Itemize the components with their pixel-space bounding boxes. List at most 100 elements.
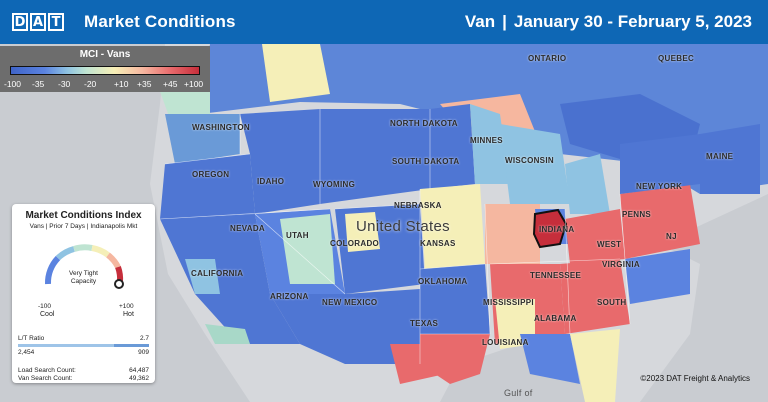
- card-stats: L/T Ratio 2.7 2,454 909 Load Search Coun…: [18, 335, 149, 383]
- status-line-2: Capacity: [70, 278, 97, 285]
- equipment-label: Van: [464, 12, 496, 31]
- lt-ratio-row: L/T Ratio 2.7: [18, 335, 149, 343]
- load-search-row: Load Search Count: 64,487: [18, 367, 149, 375]
- lt-ratio-bar-fill: [18, 344, 114, 347]
- label-oregon: OREGON: [192, 170, 230, 179]
- texas-south-region: [390, 344, 445, 384]
- legend-tick: +100: [184, 79, 204, 89]
- canada-yellow-region: [262, 44, 330, 102]
- lt-ratio-bar: [18, 344, 149, 347]
- gauge-marker: [114, 279, 124, 289]
- socal-region: [205, 324, 250, 344]
- status-line-1: Very Tight: [69, 270, 98, 277]
- market-conditions-index-card: Market Conditions Index Vans | Prior 7 D…: [12, 204, 155, 383]
- label-indiana: INDIANA: [539, 225, 575, 234]
- gauge-status: Very Tight Capacity: [12, 270, 155, 286]
- trucks-value: 2,454: [18, 349, 35, 356]
- alabama-region: [520, 334, 580, 384]
- virginia-region: [625, 249, 690, 304]
- label-alabama: ALABAMA: [534, 314, 577, 323]
- carolinas-region: [560, 259, 630, 334]
- iowa-missouri-region: [485, 204, 540, 264]
- new-york-region: [620, 134, 700, 194]
- market-conditions-map[interactable]: ONTARIO QUEBEC WASHINGTON NORTH DAKOTA S…: [0, 44, 768, 402]
- california-teal-region: [185, 259, 220, 294]
- label-united-states: United States: [356, 218, 450, 235]
- idaho-montana-region: [240, 109, 320, 214]
- label-texas: TEXAS: [410, 319, 439, 328]
- hot-label: Hot: [123, 311, 134, 318]
- label-nevada: NEVADA: [230, 224, 265, 233]
- michigan-region: [565, 154, 610, 214]
- legend-tick: -30: [58, 79, 71, 89]
- mci-gauge: [45, 244, 124, 289]
- label-colorado: COLORADO: [330, 239, 380, 248]
- lt-ratio-label: L/T Ratio: [18, 335, 45, 342]
- oregon-region: [160, 154, 255, 219]
- header-right: Van | January 30 - February 5, 2023: [465, 12, 752, 32]
- label-quebec: QUEBEC: [658, 54, 695, 63]
- new-england-region: [700, 124, 760, 194]
- label-south: SOUTH: [597, 298, 627, 307]
- load-search-label: Load Search Count:: [18, 367, 76, 374]
- label-utah: UTAH: [286, 231, 309, 240]
- logo-letter-t: T: [48, 13, 64, 31]
- state-borders: [159, 109, 631, 364]
- mci-legend: MCI - Vans -100 -35 -30 -20 +10 +35 +45 …: [0, 46, 210, 92]
- legend-tick: -35: [32, 79, 45, 89]
- map-canvas: [0, 44, 768, 402]
- oklahoma-region: [420, 264, 490, 334]
- arizona-region: [270, 294, 345, 364]
- label-washington: WASHINGTON: [192, 123, 250, 132]
- wisconsin-region: [500, 124, 570, 204]
- legend-tick: +10: [114, 79, 129, 89]
- label-new-mexico: NEW MEXICO: [322, 298, 378, 307]
- van-search-value: 49,362: [129, 375, 149, 382]
- label-nebraska: NEBRASKA: [394, 201, 442, 210]
- load-search-value: 64,487: [129, 367, 149, 374]
- colorado-yellow-region: [345, 212, 380, 252]
- utah-region: [280, 214, 335, 284]
- van-search-row: Van Search Count: 49,362: [18, 375, 149, 383]
- label-oklahoma: OKLAHOMA: [418, 277, 468, 286]
- pennsylvania-region: [620, 184, 700, 259]
- copyright-notice: ©2023 DAT Freight & Analytics: [640, 374, 750, 383]
- hot-value: +100: [119, 303, 134, 310]
- cool-label: Cool: [40, 311, 55, 318]
- label-tennessee: TENNESSEE: [530, 271, 582, 280]
- label-wisconsin: WISCONSIN: [505, 156, 554, 165]
- van-search-label: Van Search Count:: [18, 375, 73, 382]
- loads-value: 909: [138, 349, 149, 356]
- north-dakota-region: [430, 104, 475, 189]
- header-separator: |: [502, 12, 507, 31]
- logo-letter-a: A: [30, 13, 46, 31]
- legend-tick: -100: [4, 79, 22, 89]
- ohio-region: [565, 209, 625, 264]
- label-north-dakota: NORTH DAKOTA: [390, 119, 458, 128]
- label-idaho: IDAHO: [257, 177, 285, 186]
- logo-letter-d: D: [12, 13, 28, 31]
- trucks-loads-row: 2,454 909: [18, 349, 149, 357]
- legend-color-scale: [10, 66, 200, 75]
- montana-wyoming-region: [320, 109, 430, 204]
- label-new-york: NEW YORK: [636, 182, 683, 191]
- label-mississippi: MISSISSIPPI: [483, 298, 534, 307]
- card-subtitle: Vans | Prior 7 Days | Indianapolis Mkt: [29, 223, 138, 230]
- label-wyoming: WYOMING: [313, 180, 356, 189]
- label-west: WEST: [597, 240, 622, 249]
- nebraska-kansas-region: [420, 184, 485, 269]
- legend-ticks: -100 -35 -30 -20 +10 +35 +45 +100: [4, 79, 208, 91]
- header-bar: D A T Market Conditions Van | January 30…: [0, 0, 768, 44]
- date-range: January 30 - February 5, 2023: [513, 12, 752, 31]
- label-louisiana: LOUISIANA: [482, 338, 529, 347]
- legend-title: MCI - Vans: [79, 49, 131, 60]
- legend-tick: +45: [163, 79, 178, 89]
- label-arizona: ARIZONA: [270, 292, 309, 301]
- label-ontario: ONTARIO: [528, 54, 567, 63]
- legend-tick: +35: [137, 79, 152, 89]
- dat-logo: D A T: [12, 13, 66, 31]
- label-south-dakota: SOUTH DAKOTA: [392, 157, 460, 166]
- label-minnesota: MINNES: [470, 136, 503, 145]
- label-nj: NJ: [666, 232, 677, 241]
- label-penns: PENNS: [622, 210, 652, 219]
